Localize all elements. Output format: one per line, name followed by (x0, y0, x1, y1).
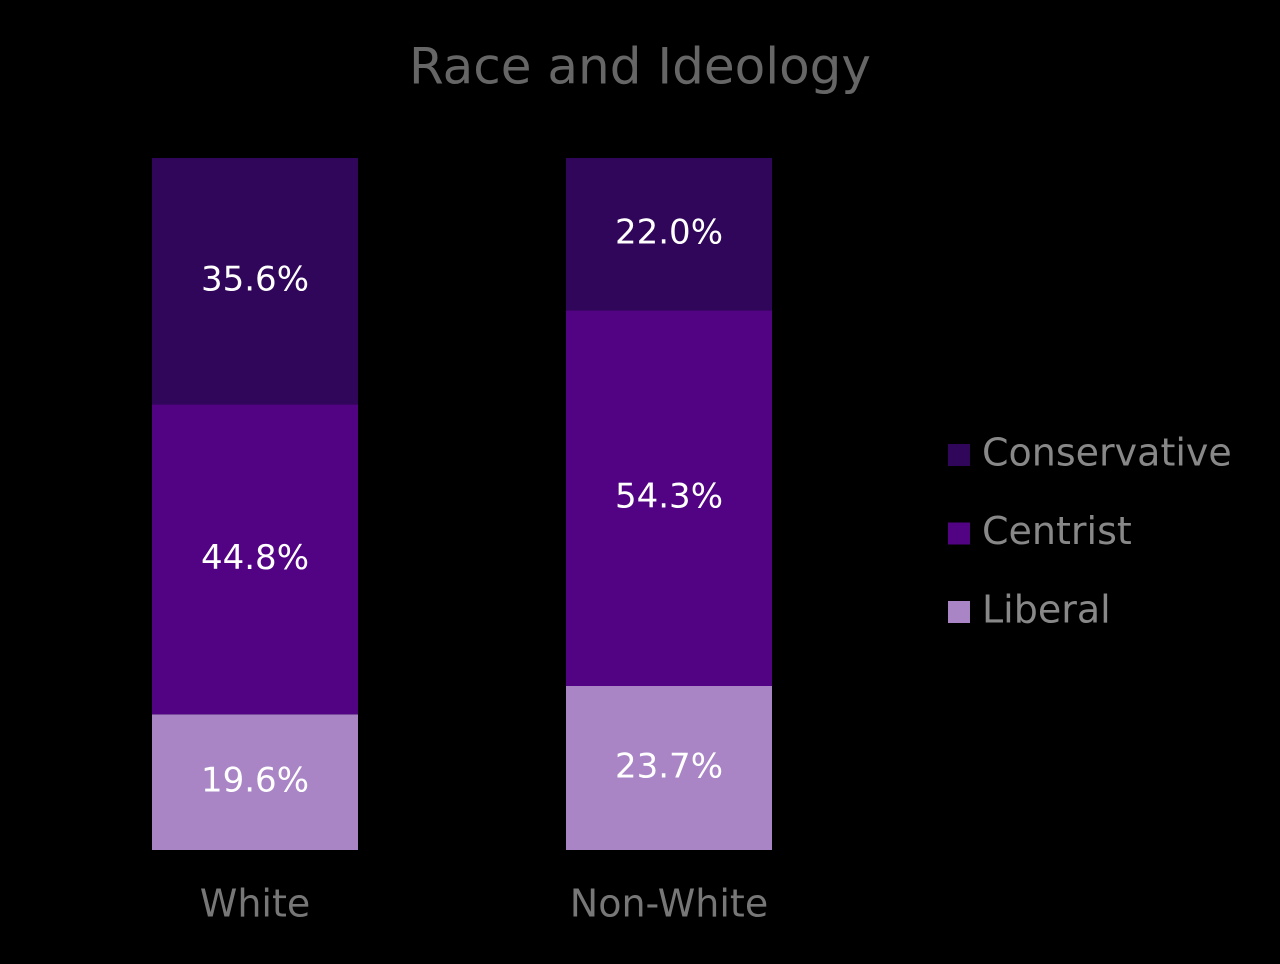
bar-segment (152, 158, 358, 405)
bar-segment (152, 714, 358, 850)
bar-segment (566, 158, 772, 311)
bar-segment (566, 685, 772, 850)
chart-title: Race and Ideology (409, 38, 871, 96)
legend-swatch (948, 522, 970, 545)
bar-segment (152, 404, 358, 715)
x-tick-label: Non-White (570, 882, 768, 926)
legend-label: Conservative (982, 431, 1232, 475)
legend-swatch (948, 444, 970, 466)
data-label: 54.3% (615, 477, 723, 517)
data-label: 22.0% (615, 213, 723, 253)
legend-label: Liberal (982, 588, 1111, 632)
x-tick-label: White (200, 882, 311, 926)
data-label: 44.8% (201, 538, 309, 578)
legend-label: Centrist (982, 509, 1132, 553)
data-label: 23.7% (615, 746, 723, 786)
data-label: 35.6% (201, 260, 309, 300)
bar-segment (566, 310, 772, 686)
data-label: 19.6% (201, 761, 309, 801)
legend-swatch (948, 601, 970, 623)
